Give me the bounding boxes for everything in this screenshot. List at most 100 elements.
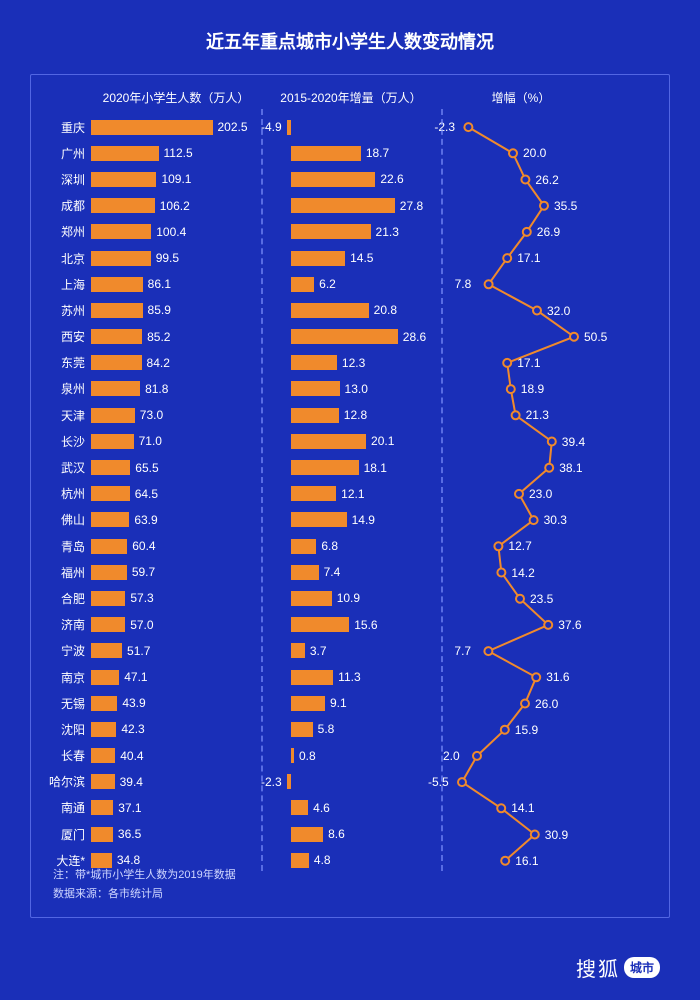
pct-value: 12.7 — [508, 539, 531, 553]
city-label: 佛山 — [45, 511, 91, 528]
population-value: 60.4 — [132, 539, 155, 553]
col3-cell — [441, 664, 601, 690]
pct-value: 18.9 — [521, 382, 544, 396]
data-row: 宁波51.73.7 — [45, 638, 655, 664]
col1-cell: 57.0 — [91, 612, 261, 638]
col3-cell — [441, 324, 601, 350]
pct-value: 30.9 — [545, 828, 568, 842]
delta-value: 14.5 — [350, 251, 373, 265]
col2-pos-cell: 11.3 — [291, 664, 441, 690]
col1-cell: 100.4 — [91, 219, 261, 245]
population-bar — [91, 512, 129, 527]
delta-value: 14.9 — [352, 513, 375, 527]
city-label: 泉州 — [45, 380, 91, 397]
col1-cell: 86.1 — [91, 271, 261, 297]
header-col1: 2020年小学生人数（万人） — [91, 89, 261, 106]
population-value: 43.9 — [122, 696, 145, 710]
population-value: 65.5 — [135, 461, 158, 475]
city-label: 杭州 — [45, 485, 91, 502]
delta-bar — [291, 722, 313, 737]
city-label: 郑州 — [45, 223, 91, 240]
col2-neg-cell — [261, 193, 291, 219]
pct-value: 30.3 — [544, 513, 567, 527]
col2-neg-cell: -4.9 — [261, 114, 291, 140]
delta-bar — [291, 617, 349, 632]
population-bar — [91, 303, 143, 318]
col2-pos-cell: 27.8 — [291, 193, 441, 219]
population-bar — [91, 198, 155, 213]
col1-cell: 37.1 — [91, 795, 261, 821]
header-col3: 增幅（%） — [441, 89, 601, 106]
col3-cell — [441, 769, 601, 795]
delta-bar — [291, 643, 305, 658]
data-row: 深圳109.122.6 — [45, 166, 655, 192]
population-bar — [91, 539, 127, 554]
col2-pos-cell: 21.3 — [291, 219, 441, 245]
chart-container: 近五年重点城市小学生人数变动情况 2020年小学生人数（万人） 2015-202… — [0, 0, 700, 1000]
population-bar — [91, 774, 115, 789]
pct-value: 35.5 — [554, 199, 577, 213]
col1-cell: 65.5 — [91, 454, 261, 480]
population-value: 99.5 — [156, 251, 179, 265]
data-row: 天津73.012.8 — [45, 402, 655, 428]
col2-pos-cell: 14.9 — [291, 507, 441, 533]
population-value: 85.9 — [148, 303, 171, 317]
delta-bar — [291, 486, 336, 501]
pct-value: -2.3 — [434, 120, 455, 134]
col2-neg-cell — [261, 585, 291, 611]
delta-value: 20.1 — [371, 434, 394, 448]
delta-bar — [291, 800, 308, 815]
pct-value: 38.1 — [559, 461, 582, 475]
col2-pos-cell: 20.1 — [291, 428, 441, 454]
col2-pos-cell: 15.6 — [291, 612, 441, 638]
population-value: 85.2 — [147, 330, 170, 344]
brand-logo: 搜狐 城市 — [576, 953, 660, 982]
delta-value: 6.2 — [319, 277, 336, 291]
city-label: 厦门 — [45, 826, 91, 843]
delta-value: 18.7 — [366, 146, 389, 160]
population-bar — [91, 748, 115, 763]
city-label: 天津 — [45, 407, 91, 424]
population-value: 36.5 — [118, 827, 141, 841]
col2-neg-cell — [261, 376, 291, 402]
delta-bar — [291, 408, 339, 423]
footer-notes: 注：带*城市小学生人数为2019年数据 数据来源：各市统计局 — [53, 866, 236, 903]
col2-neg-cell — [261, 664, 291, 690]
col2-neg-cell — [261, 559, 291, 585]
population-bar — [91, 460, 130, 475]
divider-2 — [441, 109, 443, 871]
pct-value: 32.0 — [547, 304, 570, 318]
column-headers: 2020年小学生人数（万人） 2015-2020年增量（万人） 增幅（%） — [45, 89, 655, 106]
data-row: 无锡43.99.1 — [45, 690, 655, 716]
city-label: 济南 — [45, 616, 91, 633]
population-value: 42.3 — [121, 722, 144, 736]
city-label: 福州 — [45, 564, 91, 581]
pct-value: 7.7 — [454, 644, 471, 658]
col2-neg-cell — [261, 297, 291, 323]
delta-value: 12.8 — [344, 408, 367, 422]
population-value: 81.8 — [145, 382, 168, 396]
data-row: 杭州64.512.1 — [45, 481, 655, 507]
delta-bar — [291, 670, 333, 685]
col2-neg-cell — [261, 507, 291, 533]
population-bar — [91, 408, 135, 423]
delta-value: 4.6 — [313, 801, 330, 815]
brand-badge: 城市 — [624, 957, 660, 978]
col1-cell: 36.5 — [91, 821, 261, 847]
col2-pos-cell: 10.9 — [291, 585, 441, 611]
col3-cell — [441, 402, 601, 428]
col2-neg-cell — [261, 271, 291, 297]
pct-value: 26.0 — [535, 697, 558, 711]
col1-cell: 85.2 — [91, 324, 261, 350]
data-row: 重庆202.5-4.9 — [45, 114, 655, 140]
delta-bar — [291, 381, 340, 396]
population-bar — [91, 224, 151, 239]
delta-bar — [291, 853, 309, 868]
col2-pos-cell: 12.8 — [291, 402, 441, 428]
col2-pos-cell: 13.0 — [291, 376, 441, 402]
col3-cell — [441, 297, 601, 323]
col1-cell: 57.3 — [91, 585, 261, 611]
delta-value: 21.3 — [376, 225, 399, 239]
col1-cell: 51.7 — [91, 638, 261, 664]
population-value: 71.0 — [139, 434, 162, 448]
